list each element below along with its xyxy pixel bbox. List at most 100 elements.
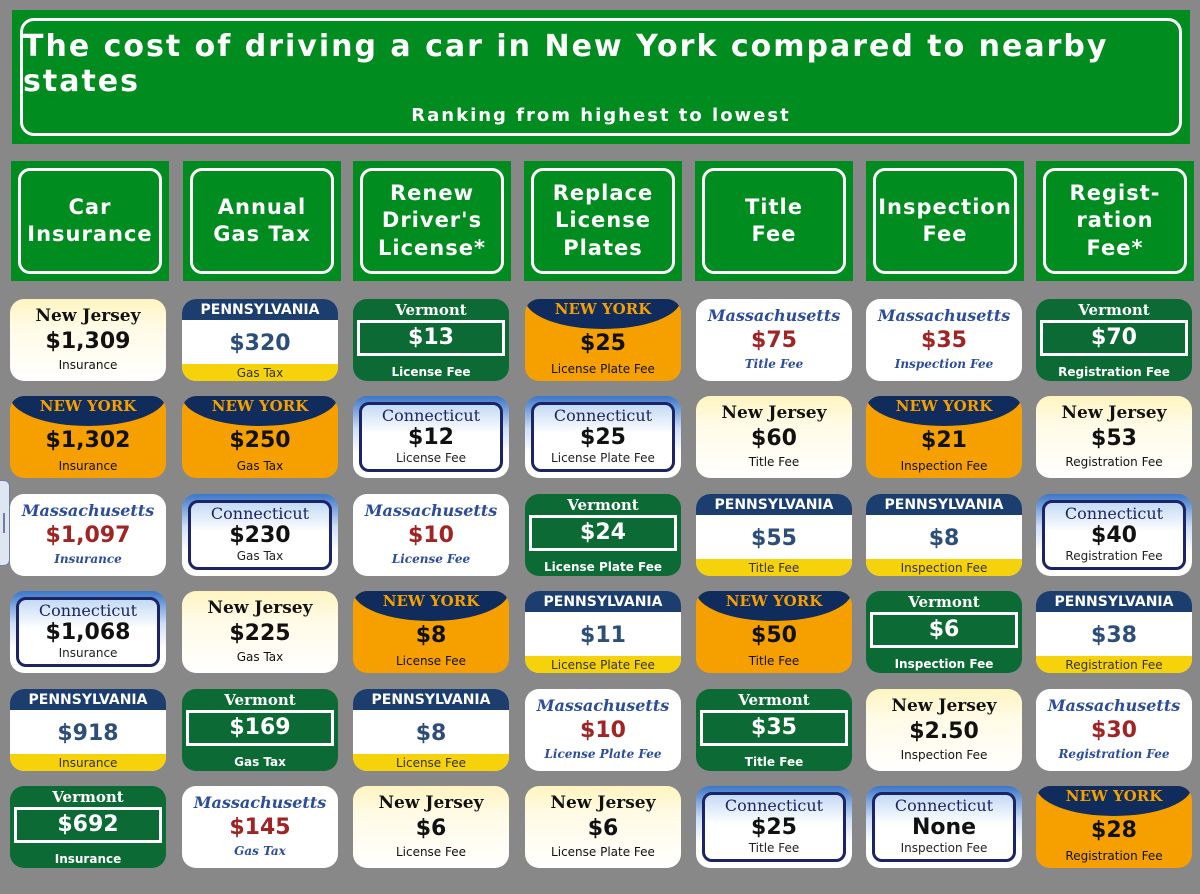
- plate-pennsylvania: PENNSYLVANIA $55 Title Fee: [696, 494, 852, 576]
- plate-state-name: New Jersey: [550, 793, 656, 813]
- plate-vermont: Vermont $13 License Fee: [353, 299, 509, 381]
- plate-value: $53: [1091, 426, 1137, 451]
- plate-pennsylvania: PENNSYLVANIA $11 License Plate Fee: [525, 591, 681, 673]
- plate-value: $10: [408, 523, 454, 548]
- plate-state-name: Connecticut: [894, 795, 994, 815]
- plate-value-box: $13: [357, 320, 505, 356]
- plate-top-band: PENNSYLVANIA: [353, 689, 509, 710]
- plate-caption: Inspection Fee: [900, 841, 988, 856]
- page-subtitle: Ranking from highest to lowest: [411, 104, 791, 126]
- plate-vermont: Vermont $6 Inspection Fee: [866, 591, 1022, 673]
- plate-state-name: Vermont: [52, 788, 124, 806]
- plate-value: $169: [229, 715, 291, 740]
- plate-state-name: Massachusetts: [193, 793, 327, 812]
- plate-caption: Title Fee: [744, 755, 804, 769]
- plate-state-name: PENNSYLVANIA: [543, 593, 663, 610]
- plate-top-band: PENNSYLVANIA: [10, 689, 166, 710]
- plate-new-jersey: New Jersey $225 Gas Tax: [182, 591, 338, 673]
- plate-massachusetts: Massachusetts $145 Gas Tax: [182, 786, 338, 868]
- plate-state-name: PENNSYLVANIA: [371, 691, 491, 708]
- plate-bottom-band: Title Fee: [696, 559, 852, 576]
- title-banner: The cost of driving a car in New York co…: [12, 10, 1190, 144]
- plate-value: $6: [928, 617, 960, 642]
- plate-massachusetts: Massachusetts $10 License Plate Fee: [525, 689, 681, 771]
- plate-caption: Registration Fee: [1058, 365, 1170, 379]
- plate-top-band: PENNSYLVANIA: [696, 494, 852, 515]
- plate-caption: Gas Tax: [236, 549, 284, 564]
- plate-pennsylvania: PENNSYLVANIA $8 Inspection Fee: [866, 494, 1022, 576]
- plate-caption: Gas Tax: [236, 650, 284, 664]
- plate-massachusetts: Massachusetts $10 License Fee: [353, 494, 509, 576]
- plate-value: $24: [580, 520, 626, 545]
- plate-value: $55: [751, 526, 797, 551]
- plate-caption: Gas Tax: [234, 755, 286, 769]
- column-header-label: Car Insurance: [18, 168, 162, 274]
- plate-caption: License Plate Fee: [551, 451, 655, 466]
- plate-state-name: New Jersey: [35, 306, 141, 326]
- plate-value: $225: [229, 621, 291, 646]
- plate-connecticut: Connecticut $40 Registration Fee: [1036, 494, 1192, 576]
- plate-connecticut: Connecticut $230 Gas Tax: [182, 494, 338, 576]
- column-header-label: Regist- ration Fee*: [1043, 168, 1187, 274]
- plate-value: $25: [751, 814, 797, 840]
- plate-state-name: New Jersey: [891, 696, 997, 716]
- plate-state-name: New Jersey: [378, 793, 484, 813]
- plate-state-name: Massachusetts: [21, 501, 155, 520]
- plate-value-box: $169: [186, 710, 334, 746]
- plate-caption: License Plate Fee: [544, 747, 662, 761]
- plate-caption: Insurance: [54, 852, 122, 866]
- plate-pennsylvania: PENNSYLVANIA $918 Insurance: [10, 689, 166, 771]
- plate-value: $40: [1091, 522, 1137, 548]
- plate-new-york: NEW YORK $50 Title Fee: [696, 591, 852, 673]
- plate-new-jersey: New Jersey $6 License Fee: [353, 786, 509, 868]
- side-panel-handle[interactable]: [0, 480, 10, 566]
- plate-value: $1,309: [45, 329, 131, 354]
- plate-value: $13: [408, 325, 454, 350]
- plate-value: $35: [921, 328, 967, 353]
- plate-connecticut: Connecticut $12 License Fee: [353, 396, 509, 478]
- plate-connecticut: Connecticut $25 Title Fee: [696, 786, 852, 868]
- plate-massachusetts: Massachusetts $30 Registration Fee: [1036, 689, 1192, 771]
- plate-value: $25: [580, 424, 626, 450]
- plate-value: $70: [1091, 325, 1137, 350]
- plate-caption: Registration Fee: [1065, 849, 1163, 863]
- plate-top-band: PENNSYLVANIA: [1036, 591, 1192, 612]
- plate-state-name: Connecticut: [381, 405, 481, 425]
- plate-state-name: New Jersey: [1061, 403, 1167, 423]
- plate-vermont: Vermont $692 Insurance: [10, 786, 166, 868]
- column-header: Renew Driver's License*: [353, 161, 511, 281]
- column-header: Inspection Fee: [866, 161, 1024, 281]
- plate-state-name: Connecticut: [38, 600, 138, 620]
- plate-caption: Insurance: [54, 552, 122, 566]
- plate-caption: License Fee: [395, 845, 467, 859]
- plate-new-york: NEW YORK $21 Inspection Fee: [866, 396, 1022, 478]
- plate-connecticut: Connecticut $1,068 Insurance: [10, 591, 166, 673]
- plate-caption: License Fee: [391, 552, 471, 566]
- plate-new-york: NEW YORK $8 License Fee: [353, 591, 509, 673]
- plate-caption: Insurance: [58, 358, 118, 372]
- plate-value: $230: [229, 522, 291, 548]
- plate-caption: Registration Fee: [1065, 657, 1163, 672]
- plate-state-name: Connecticut: [1064, 503, 1164, 523]
- column-header: Annual Gas Tax: [183, 161, 341, 281]
- plate-state-name: Vermont: [738, 691, 810, 709]
- plate-vermont: Vermont $169 Gas Tax: [182, 689, 338, 771]
- plate-bottom-band: License Plate Fee: [525, 656, 681, 673]
- plate-vermont: Vermont $70 Registration Fee: [1036, 299, 1192, 381]
- plate-state-name: Connecticut: [724, 795, 824, 815]
- plate-state-name: Massachusetts: [536, 696, 670, 715]
- plate-bottom-band: License Fee: [353, 754, 509, 771]
- plate-vermont: Vermont $24 License Plate Fee: [525, 494, 681, 576]
- plate-bottom-band: Gas Tax: [182, 364, 338, 381]
- plate-value: $8: [928, 526, 960, 551]
- plate-caption: Title Fee: [748, 654, 800, 668]
- plate-state-name: New Jersey: [207, 598, 313, 618]
- plate-state-name: PENNSYLVANIA: [714, 496, 834, 513]
- plate-new-jersey: New Jersey $2.50 Inspection Fee: [866, 689, 1022, 771]
- plate-bottom-band: Registration Fee: [1036, 656, 1192, 673]
- plate-frame: Connecticut None Inspection Fee: [872, 792, 1016, 862]
- plate-caption: License Fee: [395, 654, 467, 668]
- plate-value: $30: [1091, 718, 1137, 743]
- plate-value-box: $6: [870, 612, 1018, 648]
- plate-state-name: NEW YORK: [382, 592, 480, 610]
